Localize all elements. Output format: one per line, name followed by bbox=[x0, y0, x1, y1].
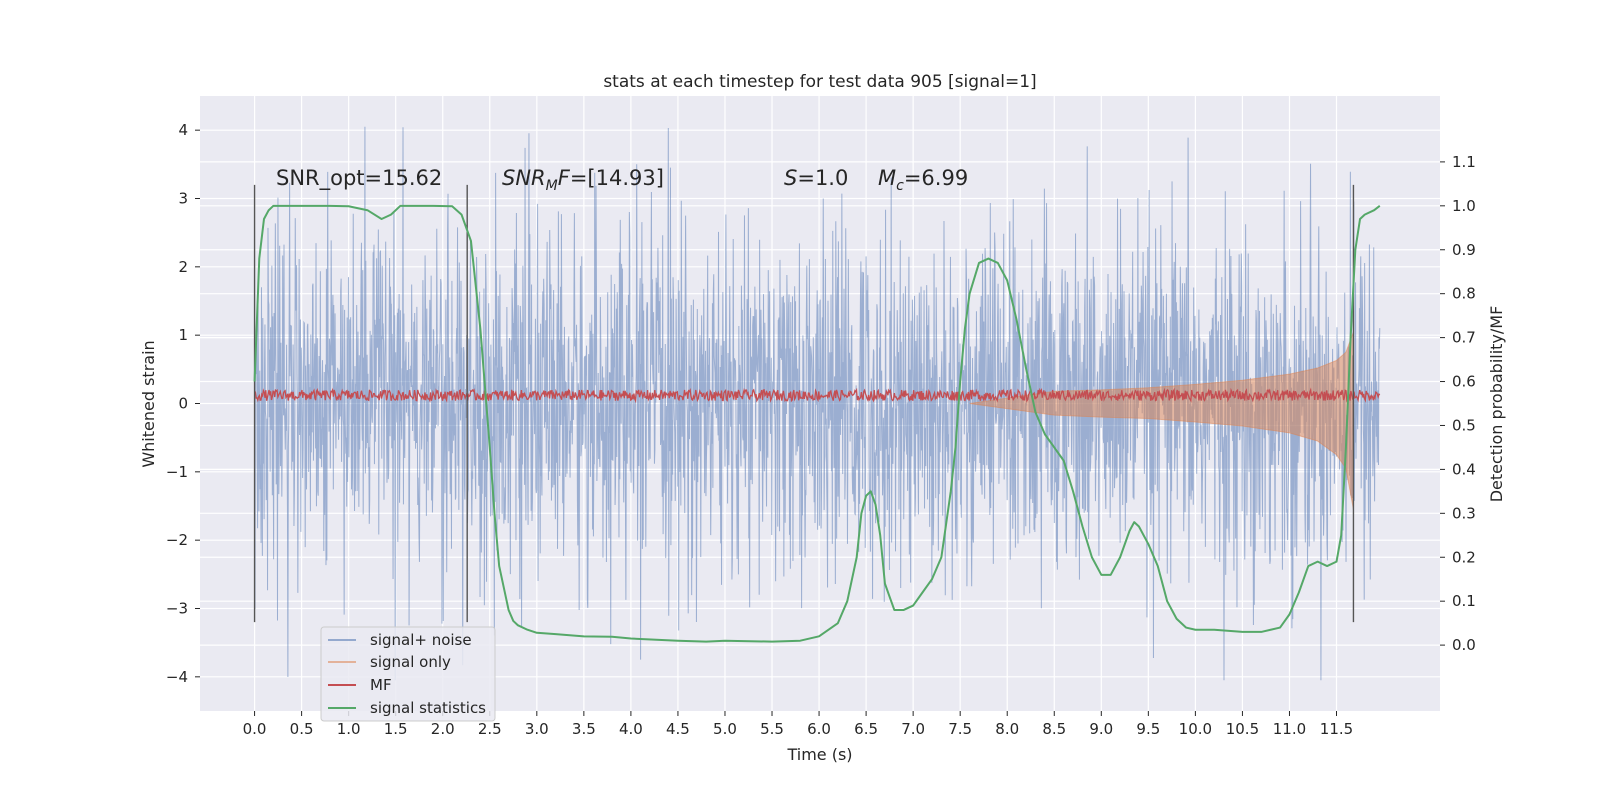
annotation-mc-value: =6.99 bbox=[904, 166, 968, 190]
y-left-tick-label: 3 bbox=[178, 190, 188, 208]
x-tick-label: 9.5 bbox=[1136, 720, 1160, 738]
y-right-tick-label: 0.3 bbox=[1452, 504, 1476, 522]
y-right-tick-label: 0.0 bbox=[1452, 636, 1476, 654]
x-tick-label: 9.0 bbox=[1089, 720, 1113, 738]
signal-noise-line bbox=[254, 126, 1381, 681]
x-tick-label: 1.0 bbox=[337, 720, 361, 738]
signal-statistics-series bbox=[253, 204, 1381, 643]
legend-box bbox=[320, 626, 496, 722]
annotation-snr-mf-main: SNR bbox=[502, 166, 546, 190]
x-axis-ticks: 0.0 0.5 1.0 1.5 2.0 2.5 3.0 3.5 4.0 4.5 5.0 5.5 6.0 6… bbox=[243, 711, 1353, 738]
y-left-tick-label: 0 bbox=[178, 395, 188, 413]
x-tick-label: 1.5 bbox=[384, 720, 408, 738]
y-right-tick-label: 0.8 bbox=[1452, 285, 1476, 303]
y-left-axis-label: Whitened strain bbox=[139, 340, 158, 467]
annotation-s-label: S bbox=[784, 166, 797, 190]
annotation-mc: Mc=6.99 bbox=[878, 166, 968, 194]
y-left-tick-label: −3 bbox=[166, 600, 188, 618]
y-left-tick-label: −2 bbox=[166, 531, 188, 549]
legend-label-mf: MF bbox=[370, 676, 392, 694]
y-right-axis-ticks: 0.0 0.1 0.2 0.3 0.4 0.5 0.6 0.7 0.8 0.9 1.0 1.1 bbox=[1440, 153, 1476, 654]
y-right-tick-label: 0.6 bbox=[1452, 373, 1476, 391]
y-right-tick-label: 0.1 bbox=[1452, 592, 1476, 610]
x-tick-label: 4.0 bbox=[619, 720, 643, 738]
x-tick-label: 0.5 bbox=[290, 720, 314, 738]
x-tick-label: 11.5 bbox=[1320, 720, 1353, 738]
x-tick-label: 11.0 bbox=[1273, 720, 1306, 738]
y-right-tick-label: 0.9 bbox=[1452, 241, 1476, 259]
legend-label-signal-only: signal only bbox=[370, 653, 451, 671]
x-tick-label: 5.5 bbox=[760, 720, 784, 738]
annotation-snr-mf-tail: F bbox=[558, 166, 571, 190]
y-left-tick-label: −4 bbox=[166, 668, 188, 686]
vertical-markers bbox=[253, 184, 1355, 623]
x-tick-label: 10.0 bbox=[1179, 720, 1212, 738]
legend: signal+ noise signal only MF signal stat… bbox=[320, 626, 496, 722]
x-tick-label: 6.0 bbox=[807, 720, 831, 738]
y-right-tick-label: 0.4 bbox=[1452, 460, 1476, 478]
x-tick-label: 3.0 bbox=[525, 720, 549, 738]
x-tick-label: 6.5 bbox=[854, 720, 878, 738]
signal-noise-series bbox=[254, 126, 1381, 681]
legend-label-signal-noise: signal+ noise bbox=[370, 631, 472, 649]
y-right-tick-label: 1.0 bbox=[1452, 197, 1476, 215]
annotation-snr-mf: SNRMF=[14.93] bbox=[502, 166, 664, 194]
x-tick-label: 7.5 bbox=[948, 720, 972, 738]
x-tick-label: 7.0 bbox=[901, 720, 925, 738]
y-left-tick-label: −1 bbox=[166, 463, 188, 481]
x-tick-label: 10.5 bbox=[1226, 720, 1259, 738]
y-right-axis-label: Detection probability/MF bbox=[1487, 306, 1506, 503]
legend-label-signal-statistics: signal statistics bbox=[370, 699, 486, 717]
x-tick-label: 8.5 bbox=[1042, 720, 1066, 738]
x-tick-label: 0.0 bbox=[243, 720, 267, 738]
annotation-mc-sub: c bbox=[896, 178, 904, 194]
annotation-snr-mf-value: =[14.93] bbox=[570, 166, 664, 190]
annotation-snr-opt: SNR_opt=15.62 bbox=[276, 166, 442, 191]
y-right-tick-label: 0.2 bbox=[1452, 548, 1476, 566]
y-left-tick-label: 2 bbox=[178, 258, 188, 276]
annotation-mc-label: M bbox=[878, 166, 896, 190]
mf-series bbox=[254, 387, 1381, 404]
annotation-s-value: =1.0 bbox=[797, 166, 848, 190]
x-tick-label: 8.0 bbox=[995, 720, 1019, 738]
annotation-s: S=1.0 bbox=[784, 166, 848, 190]
annotation-snr-mf-sub: M bbox=[546, 178, 558, 194]
x-tick-label: 3.5 bbox=[572, 720, 596, 738]
signal-statistics-line bbox=[253, 204, 1381, 643]
y-left-tick-label: 1 bbox=[178, 326, 188, 344]
x-tick-label: 5.0 bbox=[713, 720, 737, 738]
y-right-tick-label: 0.7 bbox=[1452, 329, 1476, 347]
y-right-tick-label: 1.1 bbox=[1452, 153, 1476, 171]
y-right-tick-label: 0.5 bbox=[1452, 416, 1476, 434]
x-axis-label: Time (s) bbox=[786, 745, 852, 764]
y-left-tick-label: 4 bbox=[178, 121, 188, 139]
x-tick-label: 2.0 bbox=[431, 720, 455, 738]
y-left-axis-ticks: 4 3 2 1 0 −1 −2 −3 −4 bbox=[166, 121, 200, 686]
chart-title: stats at each timestep for test data 905… bbox=[603, 72, 1036, 92]
x-tick-label: 4.5 bbox=[666, 720, 690, 738]
x-tick-label: 2.5 bbox=[478, 720, 502, 738]
mf-line bbox=[254, 387, 1381, 404]
